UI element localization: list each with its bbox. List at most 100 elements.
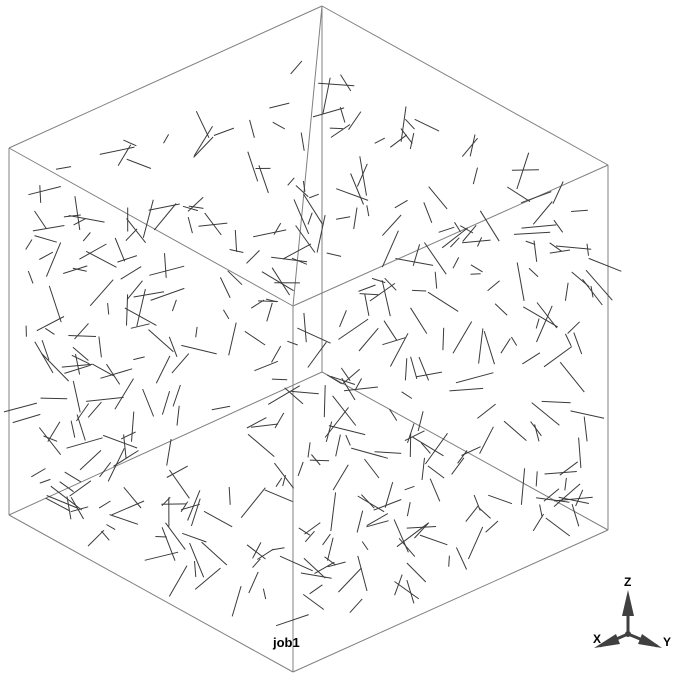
fiber-segment — [211, 405, 231, 411]
fiber-segment — [39, 251, 54, 260]
fiber-segment — [68, 335, 97, 337]
fiber-segment — [316, 214, 326, 253]
fiber-segment — [87, 401, 102, 418]
fiber-segment — [564, 282, 569, 301]
fiber-segment — [552, 181, 564, 204]
fiber-segment — [339, 107, 346, 123]
fiber-segment — [111, 500, 145, 516]
fiber-segment — [64, 471, 82, 483]
fiber-segment — [326, 374, 342, 385]
fiber-segment — [332, 464, 349, 491]
fiber-segment — [412, 436, 444, 457]
fiber-segment — [409, 132, 415, 150]
fiber-segment — [309, 584, 323, 595]
fiber-segment — [382, 214, 402, 236]
fiber-segment — [107, 448, 125, 482]
fiber-segment — [72, 346, 89, 361]
fiber-segment — [68, 215, 105, 223]
cube-edge — [292, 5, 323, 307]
fiber-segment — [300, 132, 305, 151]
fiber-segment — [374, 137, 386, 144]
fiber-segment — [353, 207, 358, 230]
fiber-segment — [406, 526, 437, 529]
fiber-segment — [66, 437, 103, 449]
fiber-segment — [578, 437, 582, 469]
fiber-segment — [266, 302, 273, 322]
fiber-segment — [176, 405, 180, 426]
fiber-segment — [180, 503, 200, 511]
fiber-segment — [510, 336, 518, 346]
fiber-segment — [264, 489, 293, 503]
fiber-segment — [530, 421, 542, 437]
fiber-segment — [109, 514, 139, 525]
fiber-segment — [389, 134, 408, 148]
fiber-segment — [228, 322, 237, 356]
fiber-segment — [461, 137, 478, 157]
fiber-segment — [398, 537, 416, 557]
fiber-segment — [462, 239, 491, 244]
fiber-segment — [340, 74, 352, 92]
fiber-segment — [381, 280, 391, 317]
fiber-segment — [414, 118, 440, 132]
fiber-segment — [406, 579, 415, 604]
fiber-segment — [150, 287, 185, 301]
fiber-segment — [356, 163, 368, 187]
fiber-segment — [155, 536, 167, 538]
fiber-segment — [322, 77, 331, 114]
fiber-segment — [168, 565, 188, 597]
fiber-segment — [203, 510, 233, 528]
fiber-segment — [330, 124, 351, 138]
fiber-segment — [295, 185, 309, 198]
fiber-segment — [63, 214, 81, 218]
fiber-segment — [401, 391, 413, 399]
fiber-segment — [181, 344, 217, 355]
fiber-segment — [74, 323, 89, 340]
fiber-segment — [553, 219, 564, 233]
fiber-segment — [126, 294, 129, 326]
fiber-segment — [72, 380, 81, 413]
fiber-segment — [39, 185, 42, 203]
fiber-segment — [12, 413, 41, 424]
fiber-segment — [258, 165, 269, 194]
fiber-segment — [247, 433, 275, 457]
fiber-segment — [144, 551, 179, 561]
fiber-segment — [535, 471, 538, 487]
fiber-segment — [421, 457, 425, 481]
fiber-segment — [123, 434, 127, 459]
fiber-segment — [163, 134, 170, 144]
fiber-segment — [204, 212, 222, 236]
fiber-segment — [269, 102, 290, 109]
fiber-segment — [99, 146, 135, 155]
fiber-segment — [82, 232, 91, 242]
fiber-segment — [400, 106, 407, 142]
fiber-segment — [187, 196, 204, 212]
fiber-segment — [198, 222, 228, 227]
fiber-segment — [59, 481, 74, 493]
fiber-segment — [467, 526, 484, 560]
fiber-segment — [124, 307, 157, 326]
fiber-segment — [126, 158, 152, 169]
fiber-segment — [168, 336, 178, 357]
fiber-segment — [410, 307, 428, 334]
fiber-segment — [253, 229, 287, 238]
fiber-segment — [194, 567, 221, 590]
fiber-segment — [448, 555, 450, 567]
fiber-segment — [536, 302, 558, 329]
fiber-segment — [275, 477, 283, 487]
y-axis-label: Y — [663, 635, 671, 649]
fiber-segment — [106, 524, 116, 531]
fiber-segment — [271, 267, 291, 296]
fiber-segment — [549, 249, 571, 254]
fiber-segment — [290, 60, 303, 75]
fiber-segment — [406, 562, 427, 583]
fiber-segment — [46, 495, 78, 509]
fiber-segment — [282, 243, 312, 260]
fiber-segment — [252, 542, 262, 559]
fiber-segment — [532, 201, 553, 225]
fiber-segment — [85, 250, 117, 268]
cube-edge — [8, 514, 294, 673]
fiber-segment — [324, 556, 336, 566]
fiber-segment — [114, 237, 126, 262]
